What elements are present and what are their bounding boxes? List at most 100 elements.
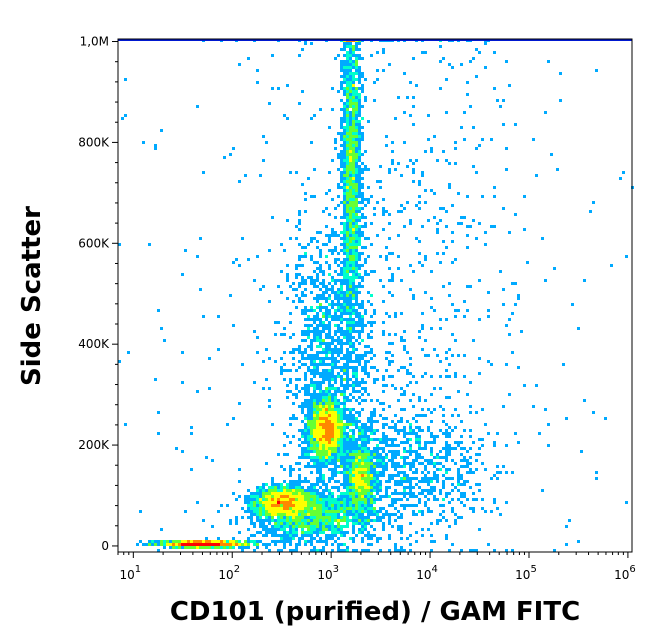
event-dot: [310, 498, 313, 501]
event-dot: [394, 474, 397, 477]
event-dot: [301, 420, 304, 423]
event-dot: [322, 363, 325, 366]
event-dot: [181, 351, 184, 354]
event-dot: [328, 408, 331, 411]
event-dot: [280, 495, 283, 498]
event-dot: [322, 429, 325, 432]
event-dot: [310, 42, 313, 45]
event-dot: [214, 546, 217, 549]
event-dot: [361, 450, 364, 453]
event-dot: [397, 420, 400, 423]
event-dot: [370, 321, 373, 324]
event-dot: [325, 450, 328, 453]
event-dot: [340, 414, 343, 417]
event-dot: [457, 477, 460, 480]
event-dot: [388, 168, 391, 171]
event-dot: [391, 150, 394, 153]
event-dot: [346, 282, 349, 285]
event-dot: [319, 501, 322, 504]
event-dot: [334, 531, 337, 534]
event-dot: [280, 513, 283, 516]
event-dot: [352, 486, 355, 489]
event-dot: [328, 312, 331, 315]
event-dot: [349, 507, 352, 510]
event-dot: [352, 105, 355, 108]
event-dot: [319, 381, 322, 384]
event-dot: [358, 522, 361, 525]
event-dot: [265, 348, 268, 351]
event-dot: [334, 444, 337, 447]
event-dot: [361, 252, 364, 255]
event-dot: [385, 351, 388, 354]
event-dot: [274, 498, 277, 501]
event-dot: [151, 543, 154, 546]
event-dot: [475, 48, 478, 51]
event-dot: [340, 534, 343, 537]
event-dot: [322, 297, 325, 300]
event-dot: [247, 516, 250, 519]
event-dot: [373, 411, 376, 414]
event-dot: [382, 426, 385, 429]
event-dot: [340, 180, 343, 183]
event-dot: [466, 462, 469, 465]
event-dot: [451, 483, 454, 486]
event-dot: [412, 294, 415, 297]
event-dot: [310, 420, 313, 423]
event-dot: [349, 261, 352, 264]
event-dot: [367, 168, 370, 171]
event-dot: [388, 504, 391, 507]
event-dot: [319, 528, 322, 531]
event-dot: [451, 354, 454, 357]
event-dot: [619, 177, 622, 180]
event-dot: [445, 357, 448, 360]
event-dot: [319, 423, 322, 426]
x-tick-label: 103: [317, 564, 339, 582]
event-dot: [271, 498, 274, 501]
event-dot: [508, 318, 511, 321]
event-dot: [289, 471, 292, 474]
event-dot: [337, 513, 340, 516]
event-dot: [469, 411, 472, 414]
event-dot: [355, 486, 358, 489]
event-dot: [346, 342, 349, 345]
event-dot: [415, 432, 418, 435]
event-dot: [337, 132, 340, 135]
event-dot: [409, 465, 412, 468]
event-dot: [331, 486, 334, 489]
event-dot: [328, 330, 331, 333]
event-dot: [331, 414, 334, 417]
event-dot: [346, 234, 349, 237]
event-dot: [376, 420, 379, 423]
event-dot: [412, 465, 415, 468]
event-dot: [304, 456, 307, 459]
event-dot: [340, 408, 343, 411]
event-dot: [319, 417, 322, 420]
event-dot: [352, 309, 355, 312]
event-dot: [334, 507, 337, 510]
event-dot: [298, 495, 301, 498]
event-dot: [373, 381, 376, 384]
event-dot: [370, 54, 373, 57]
event-dot: [325, 516, 328, 519]
event-dot: [274, 483, 277, 486]
event-dot: [418, 501, 421, 504]
event-dot: [418, 492, 421, 495]
event-dot: [361, 486, 364, 489]
event-dot: [331, 459, 334, 462]
event-dot: [391, 474, 394, 477]
event-dot: [328, 468, 331, 471]
event-dot: [343, 207, 346, 210]
event-dot: [361, 117, 364, 120]
event-dot: [265, 501, 268, 504]
event-dot: [442, 510, 445, 513]
event-dot: [418, 207, 421, 210]
event-dot: [322, 402, 325, 405]
event-dot: [409, 288, 412, 291]
event-dot: [325, 390, 328, 393]
event-dot: [349, 477, 352, 480]
event-dot: [316, 357, 319, 360]
event-dot: [301, 183, 304, 186]
event-dot: [490, 363, 493, 366]
event-dot: [331, 108, 334, 111]
event-dot: [430, 306, 433, 309]
